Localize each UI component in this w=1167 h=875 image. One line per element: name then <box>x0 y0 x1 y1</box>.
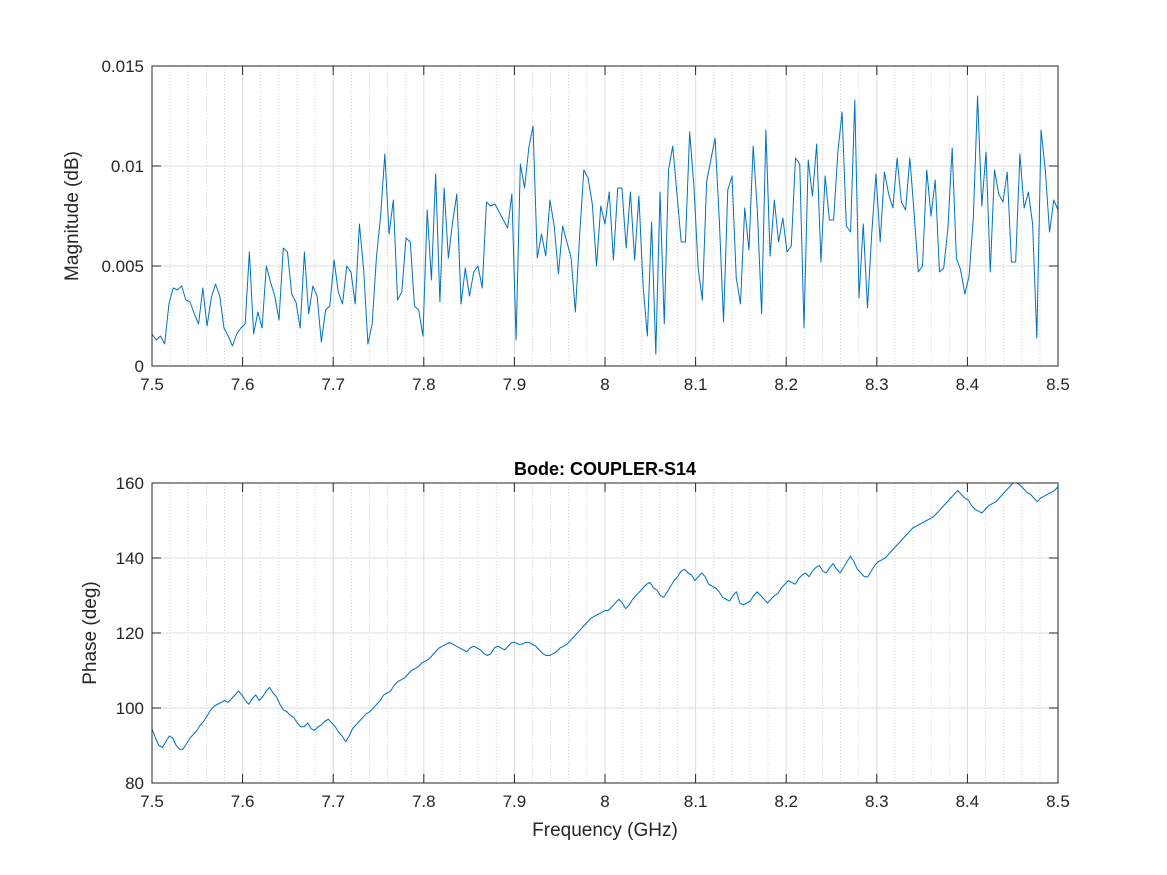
phase-x-tick-label: 8 <box>600 792 609 811</box>
phase-x-tick-label: 7.6 <box>231 792 255 811</box>
magnitude-x-tick-label: 8.3 <box>865 375 889 394</box>
magnitude-y-tick-label: 0.015 <box>101 57 144 76</box>
magnitude-y-tick-label: 0 <box>135 357 144 376</box>
phase-x-tick-label: 8.3 <box>865 792 889 811</box>
phase-ticks <box>151 482 1059 784</box>
magnitude-tick-labels: 7.5 7.6 7.7 7.8 7.9 8 8.1 8.2 8.3 8.4 8.5 0 0.005 0.0… <box>101 57 1069 394</box>
phase-y-tick-label: 80 <box>125 774 144 793</box>
phase-x-tick-label: 8.2 <box>774 792 798 811</box>
magnitude-x-tick-label: 8.1 <box>684 375 708 394</box>
magnitude-x-tick-label: 8.2 <box>774 375 798 394</box>
phase-x-tick-label: 7.8 <box>412 792 436 811</box>
phase-data-line <box>151 482 1059 750</box>
phase-x-tick-label: 8.5 <box>1046 792 1070 811</box>
phase-x-tick-label: 8.4 <box>956 792 980 811</box>
magnitude-subplot: 7.5 7.6 7.7 7.8 7.9 8 8.1 8.2 8.3 8.4 8.5 0 0.005 0.0… <box>62 57 1070 394</box>
magnitude-y-tick-label: 0.005 <box>101 257 144 276</box>
magnitude-x-tick-label: 8.5 <box>1046 375 1070 394</box>
magnitude-x-tick-label: 8.4 <box>956 375 980 394</box>
phase-y-tick-label: 160 <box>116 474 144 493</box>
magnitude-y-axis-label: Magnitude (dB) <box>62 151 83 281</box>
magnitude-x-tick-label: 7.5 <box>140 375 164 394</box>
phase-series-line <box>151 482 1059 750</box>
phase-tick-labels: 7.5 7.6 7.7 7.8 7.9 8 8.1 8.2 8.3 8.4 8.5 80 100 120 1… <box>116 474 1070 811</box>
phase-subplot: 7.5 7.6 7.7 7.8 7.9 8 8.1 8.2 8.3 8.4 8.5 80 100 120 1… <box>80 459 1070 841</box>
phase-plot-title: Bode: COUPLER-S14 <box>514 459 696 479</box>
magnitude-x-tick-label: 7.8 <box>412 375 436 394</box>
magnitude-x-tick-label: 8 <box>600 375 609 394</box>
phase-y-tick-label: 140 <box>116 549 144 568</box>
magnitude-data-line <box>151 95 1059 355</box>
phase-y-axis-label: Phase (deg) <box>80 581 101 685</box>
phase-x-tick-label: 7.5 <box>140 792 164 811</box>
magnitude-series-line <box>151 95 1059 355</box>
phase-x-tick-label: 7.7 <box>321 792 345 811</box>
magnitude-x-tick-label: 7.7 <box>321 375 345 394</box>
magnitude-x-tick-label: 7.9 <box>503 375 527 394</box>
phase-y-tick-label: 120 <box>116 624 144 643</box>
phase-x-axis-label: Frequency (GHz) <box>532 820 678 841</box>
magnitude-y-tick-label: 0.01 <box>111 157 144 176</box>
magnitude-ticks <box>151 65 1059 367</box>
magnitude-x-tick-label: 7.6 <box>231 375 255 394</box>
phase-x-tick-label: 8.1 <box>684 792 708 811</box>
phase-y-tick-label: 100 <box>116 699 144 718</box>
phase-x-tick-label: 7.9 <box>503 792 527 811</box>
